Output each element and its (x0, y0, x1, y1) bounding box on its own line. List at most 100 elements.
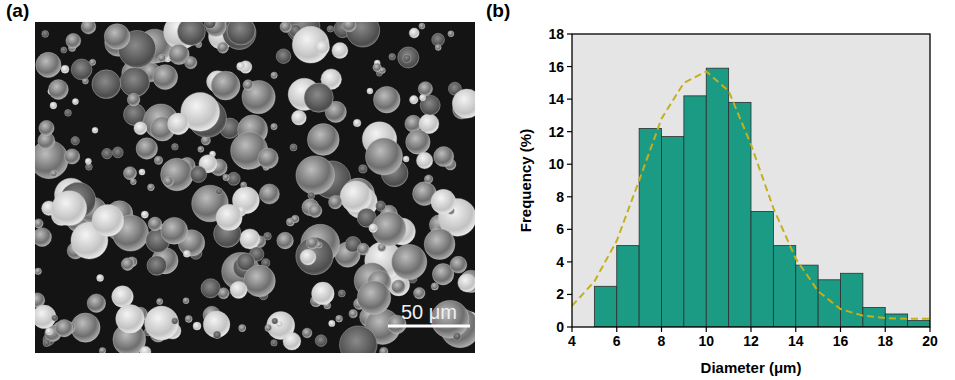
sem-particle (420, 95, 440, 115)
sem-particle (359, 165, 367, 173)
sem-particle (81, 22, 96, 34)
y-tick (567, 33, 572, 34)
histogram-bar (818, 280, 840, 327)
sem-particle (177, 22, 205, 46)
y-tick (567, 66, 572, 67)
sem-particle (453, 333, 461, 341)
sem-particle (112, 147, 123, 158)
sem-particle (343, 22, 356, 32)
sem-particle (327, 26, 333, 32)
sem-particle (424, 229, 455, 260)
sem-particle (280, 22, 291, 33)
histogram-bar (639, 128, 661, 327)
sem-particle (35, 228, 51, 247)
sem-particle (217, 42, 228, 53)
y-tick-label: 2 (556, 286, 564, 302)
sem-particle (403, 156, 409, 162)
fit-curve (572, 71, 930, 318)
sem-particle (42, 31, 49, 38)
y-tick (567, 326, 572, 327)
sem-particle (185, 56, 197, 68)
sem-particle (204, 22, 216, 29)
sem-particle (148, 184, 155, 191)
sem-particle (431, 189, 456, 214)
sem-particle (296, 156, 335, 195)
sem-particle (380, 347, 388, 353)
sem-particle (283, 332, 301, 350)
sem-particle (104, 24, 130, 50)
sem-particle (332, 43, 348, 59)
sem-particle (374, 86, 401, 113)
y-tick (567, 164, 572, 165)
plot-marks (572, 68, 930, 327)
sem-particle (230, 281, 247, 298)
sem-particle (302, 328, 312, 338)
sem-particle (35, 268, 41, 275)
y-tick (567, 131, 572, 132)
y-tick-label: 18 (548, 26, 564, 42)
histogram-bar (594, 286, 616, 327)
sem-particle (431, 283, 438, 290)
x-tick (885, 327, 886, 332)
sem-particle (87, 294, 105, 312)
sem-particle (55, 320, 72, 337)
sem-particle (193, 322, 201, 330)
sem-particle (403, 54, 411, 62)
panel-label: (a) (6, 0, 29, 21)
sem-particle (36, 52, 61, 77)
sem-particle (452, 89, 475, 118)
x-axis-label: Diameter (μm) (701, 359, 802, 376)
sem-particle (300, 249, 316, 265)
y-tick-label: 6 (556, 221, 564, 237)
sem-particle (376, 201, 386, 211)
sem-image (35, 22, 475, 353)
sem-particle (127, 93, 140, 106)
sem-particle (136, 138, 157, 159)
sem-particle (336, 315, 343, 322)
sem-particle (121, 258, 134, 271)
x-tick (750, 327, 751, 332)
sem-particle (277, 232, 294, 249)
sem-particle (306, 237, 318, 249)
sem-particle (172, 318, 178, 324)
sem-particle (172, 144, 179, 151)
sem-particle (145, 306, 179, 340)
sem-particle (51, 170, 58, 177)
sem-particle (201, 279, 220, 298)
sem-particle (353, 119, 361, 127)
sem-particle (392, 244, 427, 279)
sem-particle (271, 123, 277, 129)
sem-particle (329, 196, 342, 209)
sem-particle (357, 243, 369, 255)
sem-particle (153, 65, 178, 90)
sem-particle (61, 47, 67, 53)
sem-particle (216, 204, 242, 230)
sem-particle (419, 23, 425, 29)
sem-particle (308, 192, 315, 199)
x-tick-label: 12 (743, 333, 759, 349)
sem-particle (185, 315, 192, 322)
sem-particle (97, 274, 104, 281)
sem-particle (102, 148, 112, 158)
sem-particle (35, 219, 43, 228)
sem-particle (418, 82, 432, 96)
sem-particle (309, 204, 322, 217)
sem-particle (340, 181, 371, 212)
sem-particle (448, 31, 454, 37)
x-tick-label: 18 (877, 333, 893, 349)
sem-particle (213, 331, 221, 339)
sem-particle (296, 237, 333, 274)
sem-particle (265, 325, 272, 332)
x-tick-label: 4 (568, 333, 576, 349)
x-tick (840, 327, 841, 332)
x-tick-label: 20 (922, 333, 938, 349)
sem-particle (72, 99, 78, 105)
sem-particle (183, 250, 190, 257)
sem-particle (161, 158, 194, 191)
x-tick-label: 10 (698, 333, 714, 349)
sem-particle (49, 80, 69, 100)
sem-particle (168, 113, 190, 135)
sem-particle (237, 62, 245, 70)
sem-particle (392, 280, 406, 294)
sem-particle (434, 147, 454, 167)
